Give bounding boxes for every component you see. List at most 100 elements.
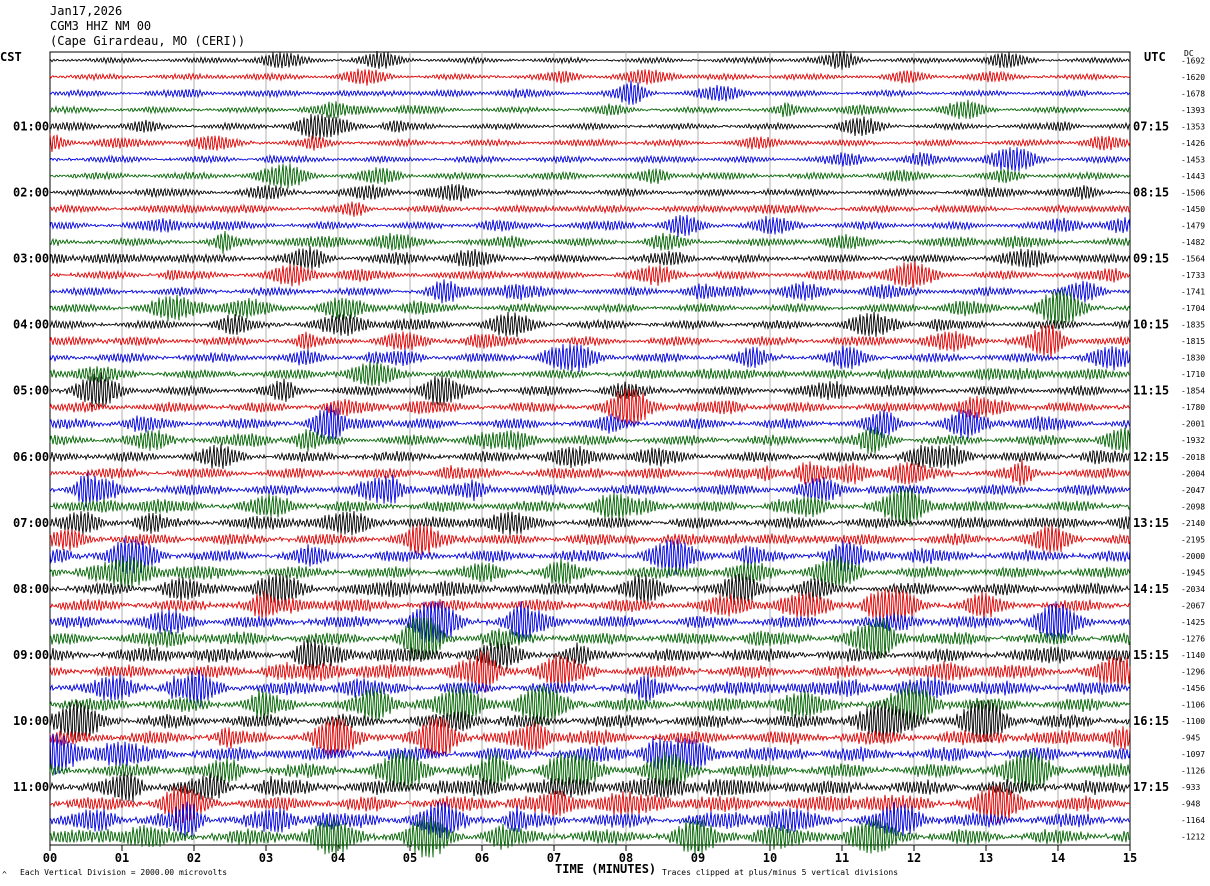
- trace-row: [49, 749, 1131, 792]
- dc-offset-label: -1100: [1181, 717, 1205, 726]
- x-tick-label: 00: [43, 851, 57, 865]
- x-tick-label: 08: [619, 851, 633, 865]
- left-hour-label: 04:00: [13, 318, 49, 332]
- dc-offset-label: -1692: [1181, 56, 1205, 65]
- dc-offset-label: -945: [1181, 734, 1200, 743]
- dc-offset-label: -1710: [1181, 370, 1205, 379]
- trace-row: [49, 163, 1131, 189]
- trace-row: [49, 601, 1131, 643]
- trace-row: [49, 444, 1131, 469]
- trace-row: [49, 279, 1131, 304]
- trace-row: [49, 324, 1131, 359]
- x-tick-label: 13: [979, 851, 993, 865]
- trace-row: [49, 511, 1131, 536]
- trace-row: [49, 183, 1131, 202]
- dc-offset-label: -948: [1181, 800, 1200, 809]
- dc-offset-label: -1393: [1181, 106, 1205, 115]
- dc-offset-label: -1106: [1181, 701, 1205, 710]
- dc-offset-label: -1704: [1181, 304, 1205, 313]
- dc-offset-label: -2004: [1181, 469, 1205, 478]
- trace-row: [49, 522, 1131, 558]
- dc-offset-label: -2018: [1181, 453, 1205, 462]
- left-hour-label: 07:00: [13, 516, 49, 530]
- trace-row: [49, 586, 1131, 622]
- right-hour-label: 11:15: [1133, 384, 1169, 398]
- x-axis-title: TIME (MINUTES): [555, 862, 657, 876]
- dc-offset-label: -1945: [1181, 568, 1205, 577]
- trace-row: [49, 360, 1131, 387]
- right-hour-label: 07:15: [1133, 119, 1169, 133]
- trace-row: [49, 201, 1131, 217]
- trace-row: [49, 537, 1131, 575]
- x-tick-label: 10: [763, 851, 777, 865]
- trace-row: [49, 68, 1131, 86]
- trace-row: [49, 669, 1131, 707]
- dc-offset-label: -1932: [1181, 436, 1205, 445]
- x-tick-label: 06: [475, 851, 489, 865]
- trace-row: [49, 50, 1131, 70]
- trace-row: [49, 801, 1131, 839]
- right-hour-label: 17:15: [1133, 780, 1169, 794]
- dc-offset-label: -1097: [1181, 750, 1205, 759]
- trace-row: [49, 472, 1131, 508]
- dc-offset-label: -2195: [1181, 535, 1205, 544]
- x-tick-label: 01: [115, 851, 129, 865]
- trace-row: [49, 459, 1131, 486]
- left-timezone-label: CST: [0, 50, 22, 64]
- dc-offset-label: -1479: [1181, 221, 1205, 230]
- trace-row: [49, 573, 1131, 607]
- x-tick-label: 05: [403, 851, 417, 865]
- dc-offset-label: -1443: [1181, 172, 1205, 181]
- left-hour-label: 01:00: [13, 119, 49, 133]
- trace-row: [49, 80, 1131, 105]
- clip-note: Traces clipped at plus/minus 5 vertical …: [662, 868, 899, 877]
- dc-offset-label: -1506: [1181, 188, 1205, 197]
- dc-offset-label: -1353: [1181, 122, 1205, 131]
- trace-row: [49, 372, 1131, 408]
- dc-offset-label: -2001: [1181, 420, 1205, 429]
- dc-offset-label: -1780: [1181, 403, 1205, 412]
- left-hour-label: 08:00: [13, 582, 49, 596]
- right-hour-label: 08:15: [1133, 185, 1169, 199]
- trace-row: [49, 784, 1131, 824]
- dc-offset-label: -2140: [1181, 519, 1205, 528]
- dc-offset-label: -1482: [1181, 238, 1205, 247]
- dc-offset-label: -1678: [1181, 89, 1205, 98]
- dc-offset-label: -1564: [1181, 255, 1205, 264]
- dc-offset-label: -1276: [1181, 634, 1205, 643]
- left-hour-label: 03:00: [13, 252, 49, 266]
- dc-offset-label: -1296: [1181, 668, 1205, 677]
- x-tick-label: 12: [907, 851, 921, 865]
- dc-offset-label: -1450: [1181, 205, 1205, 214]
- dc-offset-label: -1456: [1181, 684, 1205, 693]
- station-code: CGM3 HHZ NM 00: [50, 19, 152, 33]
- trace-row: [49, 637, 1131, 672]
- dc-offset-label: -1620: [1181, 73, 1205, 82]
- dc-offset-label: -2067: [1181, 601, 1205, 610]
- trace-row: [49, 261, 1131, 288]
- dc-offset-label: -2000: [1181, 552, 1205, 561]
- left-hour-label: 09:00: [13, 648, 49, 662]
- dc-offset-label: -1140: [1181, 651, 1205, 660]
- right-hour-label: 10:15: [1133, 318, 1169, 332]
- right-hour-label: 13:15: [1133, 516, 1169, 530]
- x-tick-label: 02: [187, 851, 201, 865]
- trace-row: [49, 683, 1131, 726]
- trace-row: [49, 387, 1131, 427]
- dc-offset-label: -1815: [1181, 337, 1205, 346]
- left-hour-label: 05:00: [13, 384, 49, 398]
- dc-column-header: DC: [1184, 49, 1194, 58]
- x-tick-label: 09: [691, 851, 705, 865]
- x-tick-label: 14: [1051, 851, 1065, 865]
- left-hour-label: 10:00: [13, 714, 49, 728]
- trace-row: [49, 404, 1131, 443]
- trace-row: [49, 312, 1131, 337]
- right-timezone-label: UTC: [1144, 50, 1166, 64]
- dc-offset-label: -2098: [1181, 502, 1205, 511]
- trace-row: [49, 133, 1131, 153]
- x-tick-label: 03: [259, 851, 273, 865]
- trace-row: [49, 147, 1131, 173]
- dc-offset-label: -1126: [1181, 767, 1205, 776]
- left-hour-label: 02:00: [13, 185, 49, 199]
- right-hour-label: 12:15: [1133, 450, 1169, 464]
